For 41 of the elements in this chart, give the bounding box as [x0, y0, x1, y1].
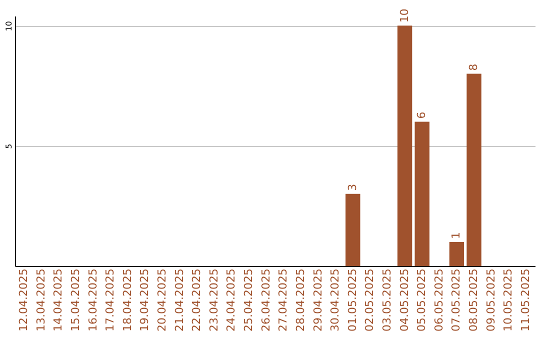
x-tick-label: 16.04.2025: [86, 268, 100, 332]
bar: [397, 26, 412, 266]
bar: [466, 74, 482, 266]
x-tick-label: 10.05.2025: [502, 268, 515, 332]
data-label: 1: [450, 232, 463, 239]
x-tick-label: 18.04.2025: [120, 268, 134, 332]
data-label: 10: [398, 8, 411, 23]
x-tick-label: 25.04.2025: [242, 268, 256, 332]
data-label: 3: [346, 184, 359, 191]
x-tick-label: 09.05.2025: [484, 268, 498, 332]
x-tick-label: 28.04.2025: [294, 268, 307, 332]
x-tick-label: 19.04.2025: [138, 268, 152, 332]
x-tick-label: 17.04.2025: [104, 268, 117, 332]
x-tick-label: 06.05.2025: [432, 268, 446, 332]
x-tick-label: 03.05.2025: [380, 268, 394, 332]
x-tick-label: 02.05.2025: [363, 268, 376, 332]
x-tick-label: 05.05.2025: [415, 268, 428, 332]
y-tick-label: 5: [4, 144, 14, 149]
x-tick-label: 14.04.2025: [52, 268, 65, 332]
x-tick-label: 12.04.2025: [17, 268, 30, 332]
x-tick-label: 20.04.2025: [156, 268, 169, 332]
bar: [346, 194, 360, 266]
x-tick-label: 23.04.2025: [207, 268, 220, 332]
x-tick-label: 30.04.2025: [328, 268, 342, 332]
x-tick-label: 01.05.2025: [346, 268, 359, 332]
x-tick-label: 21.04.2025: [172, 268, 186, 332]
x-tick-label: 04.05.2025: [398, 268, 411, 332]
data-label: 8: [467, 64, 480, 71]
x-tick-label: 15.04.2025: [69, 268, 82, 332]
x-tick-label: 29.04.2025: [311, 268, 324, 332]
x-tick-label: 11.05.2025: [518, 268, 532, 332]
bar: [449, 242, 464, 266]
bar: [414, 122, 430, 266]
x-tick-label: 13.04.2025: [34, 268, 48, 332]
x-tick-label: 24.04.2025: [224, 268, 238, 332]
x-tick-label: 26.04.2025: [259, 268, 272, 332]
x-tick-label: 07.05.2025: [450, 268, 463, 332]
x-tick-label: 22.04.2025: [190, 268, 204, 332]
x-tick-label: 27.04.2025: [276, 268, 290, 332]
x-tick-label: 08.05.2025: [467, 268, 480, 332]
data-label: 6: [415, 112, 428, 119]
